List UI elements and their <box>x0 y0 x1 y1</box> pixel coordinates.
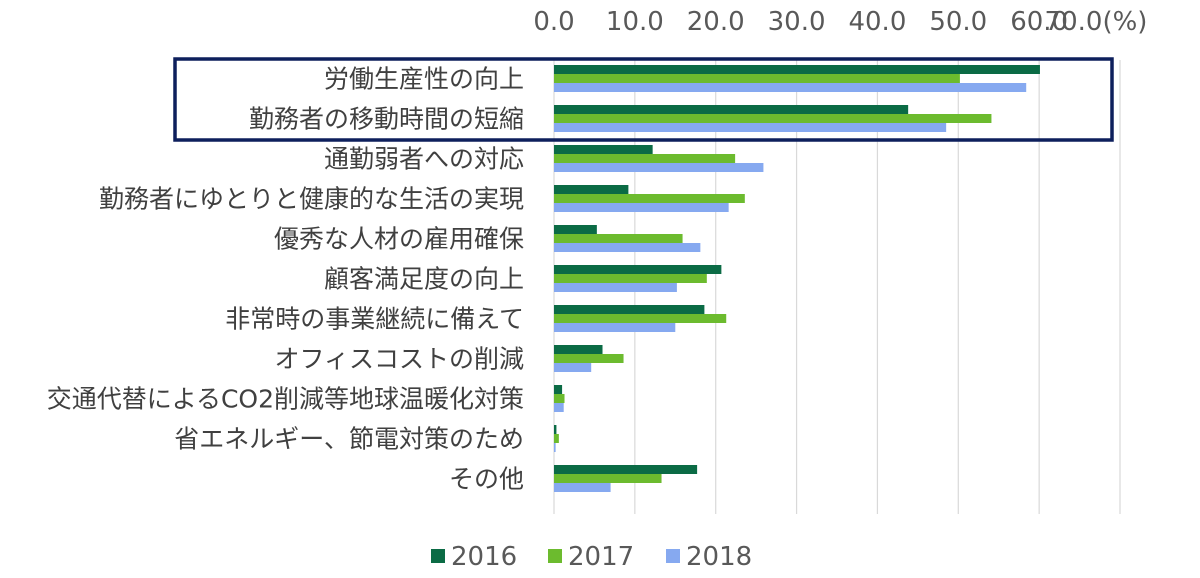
legend-swatch-2018 <box>666 549 680 563</box>
bar-2016 <box>554 145 653 154</box>
bar-2016 <box>554 265 722 274</box>
bar-2016 <box>554 305 705 314</box>
bar-2017 <box>554 314 727 323</box>
category-labels: 労働生産性の向上勤務者の移動時間の短縮通勤弱者への対応勤務者にゆとりと健康的な生… <box>47 65 524 494</box>
bar-2018 <box>554 283 677 292</box>
bar-2018 <box>554 403 564 412</box>
x-axis-tick-labels: 0.0 10.0 20.0 30.0 40.0 50.0 60.070.0(%) <box>533 7 1147 37</box>
bar-2018 <box>554 163 764 172</box>
x-tick-label: 60.0 <box>1010 7 1068 37</box>
x-tick-label: 10.0 <box>606 7 664 37</box>
bar-2017 <box>554 474 662 483</box>
x-tick-label: 20.0 <box>687 7 745 37</box>
category-label: 非常時の事業継続に備えて <box>225 305 524 334</box>
category-label: 勤務者にゆとりと健康的な生活の実現 <box>99 185 524 214</box>
bar-2018 <box>554 443 556 452</box>
highlight-rect <box>173 57 1114 142</box>
bar-2017 <box>554 274 707 283</box>
x-tick-label: 30.0 <box>768 7 826 37</box>
bar-2016 <box>554 385 563 394</box>
category-label: 通勤弱者への対応 <box>324 145 524 174</box>
x-tick-label: 40.0 <box>848 7 906 37</box>
bars <box>554 65 1040 492</box>
bar-2016 <box>554 65 1040 74</box>
legend-swatch-2016 <box>431 549 445 563</box>
bar-2016 <box>554 185 629 194</box>
bar-2018 <box>554 123 947 132</box>
bar-2018 <box>554 363 592 372</box>
category-label: オフィスコストの削減 <box>274 345 524 374</box>
bar-2017 <box>554 354 624 363</box>
legend-label-2016: 2016 <box>451 542 517 572</box>
legend: 2016 2017 2018 <box>431 542 752 572</box>
bar-2016 <box>554 465 698 474</box>
bar-2018 <box>554 203 729 212</box>
x-tick-label: 70.0(%) <box>1045 7 1148 37</box>
bar-2017 <box>554 394 565 403</box>
bar-2018 <box>554 243 701 252</box>
category-label: 交通代替によるCO2削減等地球温暖化対策 <box>47 385 524 414</box>
x-tick-label: 0.0 <box>533 7 574 37</box>
bar-2018 <box>554 83 1027 92</box>
bar-2018 <box>554 323 676 332</box>
bar-2016 <box>554 345 603 354</box>
bar-2017 <box>554 194 745 203</box>
legend-label-2018: 2018 <box>686 542 752 572</box>
bar-2016 <box>554 425 557 434</box>
category-label: 勤務者の移動時間の短縮 <box>249 105 524 134</box>
category-label: 顧客満足度の向上 <box>324 265 524 294</box>
category-label: 優秀な人材の雇用確保 <box>274 225 524 254</box>
gridlines <box>553 60 1121 514</box>
category-label: 省エネルギー、節電対策のため <box>174 425 524 454</box>
legend-swatch-2017 <box>548 549 562 563</box>
bar-2017 <box>554 114 992 123</box>
category-label: その他 <box>449 465 524 494</box>
bar-2016 <box>554 225 597 234</box>
highlight-box <box>173 57 1114 142</box>
bar-2018 <box>554 483 611 492</box>
bar-2017 <box>554 234 683 243</box>
bar-2016 <box>554 105 909 114</box>
category-label: 労働生産性の向上 <box>324 65 524 94</box>
bar-2017 <box>554 434 559 443</box>
bar-2017 <box>554 74 960 83</box>
legend-label-2017: 2017 <box>568 542 634 572</box>
bar-2017 <box>554 154 736 163</box>
x-tick-label: 50.0 <box>929 7 987 37</box>
